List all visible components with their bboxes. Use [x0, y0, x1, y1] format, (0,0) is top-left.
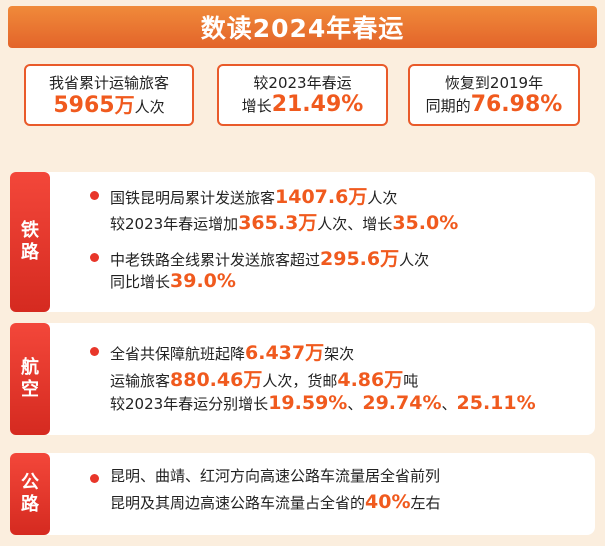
bullet-icon — [90, 253, 99, 262]
tab-char: 路 — [21, 242, 39, 263]
tab-char: 公 — [21, 472, 39, 493]
text: 人次 — [367, 189, 398, 207]
value: 1407.6万 — [275, 186, 368, 208]
text: 较2023年春运增加 — [110, 215, 239, 233]
text: 、 — [347, 395, 363, 413]
highway-tab: 公 路 — [10, 453, 50, 535]
text: 人次、增长 — [317, 215, 393, 233]
bullet-icon — [90, 474, 99, 483]
stat-label: 较2023年春运 — [253, 74, 352, 92]
highway-line-1: 昆明、曲靖、红河方向高速公路车流量居全省前列 — [110, 465, 440, 486]
text: 、 — [441, 395, 457, 413]
railway-tab: 铁 路 — [10, 172, 50, 312]
aviation-tab: 航 空 — [10, 323, 50, 435]
stat-label: 我省累计运输旅客 — [48, 74, 169, 92]
stat-value: 21.49% — [271, 92, 364, 117]
value: 6.437万 — [245, 342, 325, 364]
page-title: 数读2024年春运 — [8, 6, 597, 48]
text: 吨 — [403, 372, 419, 390]
bullet-icon — [90, 191, 99, 200]
text: 人次，货邮 — [262, 372, 338, 390]
value: 19.59% — [268, 392, 348, 414]
stat-unit: 万 — [114, 93, 135, 117]
value: 365.3万 — [238, 212, 318, 234]
text: 较2023年春运分别增长 — [110, 395, 269, 413]
tab-char: 铁 — [21, 220, 39, 241]
tab-char: 空 — [21, 379, 39, 400]
tab-char: 航 — [21, 357, 39, 378]
value: 29.74% — [362, 392, 442, 414]
text: 中老铁路全线累计发送旅客超过 — [110, 251, 321, 269]
value: 880.46万 — [170, 369, 263, 391]
aviation-line-2: 运输旅客880.46万人次，货邮4.86万吨 — [110, 365, 418, 392]
aviation-line-1: 全省共保障航班起降6.437万架次 — [110, 338, 354, 365]
railway-line-1: 国铁昆明局累计发送旅客1407.6万人次 — [110, 182, 397, 209]
stat-growth: 较2023年春运 增长21.49% — [217, 64, 388, 126]
tab-char: 路 — [21, 494, 39, 515]
text: 昆明、曲靖、红河方向高速公路车流量居全省前列 — [110, 467, 441, 485]
stat-recovery: 恢复到2019年 同期的76.98% — [408, 64, 580, 126]
railway-section — [10, 172, 595, 312]
aviation-line-3: 较2023年春运分别增长19.59%、29.74%、25.11% — [110, 392, 536, 414]
stat-prefix: 同期的 — [425, 97, 471, 115]
value: 25.11% — [456, 392, 536, 414]
value: 40% — [365, 491, 411, 513]
text: 运输旅客 — [110, 372, 171, 390]
value: 295.6万 — [320, 248, 400, 270]
bullet-icon — [90, 347, 99, 356]
stat-prefix: 增长 — [241, 97, 272, 115]
stat-label: 恢复到2019年 — [444, 74, 544, 92]
text: 昆明及其周边高速公路车流量占全省的 — [110, 494, 366, 512]
text: 同比增长 — [110, 273, 171, 291]
stat-suffix: 人次 — [134, 98, 165, 116]
text: 国铁昆明局累计发送旅客 — [110, 189, 276, 207]
highway-section — [10, 453, 595, 535]
railway-line-3: 中老铁路全线累计发送旅客超过295.6万人次 — [110, 244, 429, 271]
highway-line-2: 昆明及其周边高速公路车流量占全省的40%左右 — [110, 491, 441, 513]
value: 39.0% — [170, 270, 236, 292]
value: 4.86万 — [337, 369, 404, 391]
value: 35.0% — [392, 212, 459, 234]
stat-total-passengers: 我省累计运输旅客 5965万人次 — [24, 64, 194, 126]
text: 架次 — [324, 345, 355, 363]
railway-line-4: 同比增长39.0% — [110, 270, 236, 292]
stat-value: 5965 — [53, 93, 115, 118]
railway-line-2: 较2023年春运增加365.3万人次、增长35.0% — [110, 208, 458, 235]
stat-value: 76.98% — [470, 92, 563, 117]
text: 左右 — [410, 494, 441, 512]
aviation-section — [10, 323, 595, 435]
text: 全省共保障航班起降 — [110, 345, 246, 363]
text: 人次 — [399, 251, 430, 269]
